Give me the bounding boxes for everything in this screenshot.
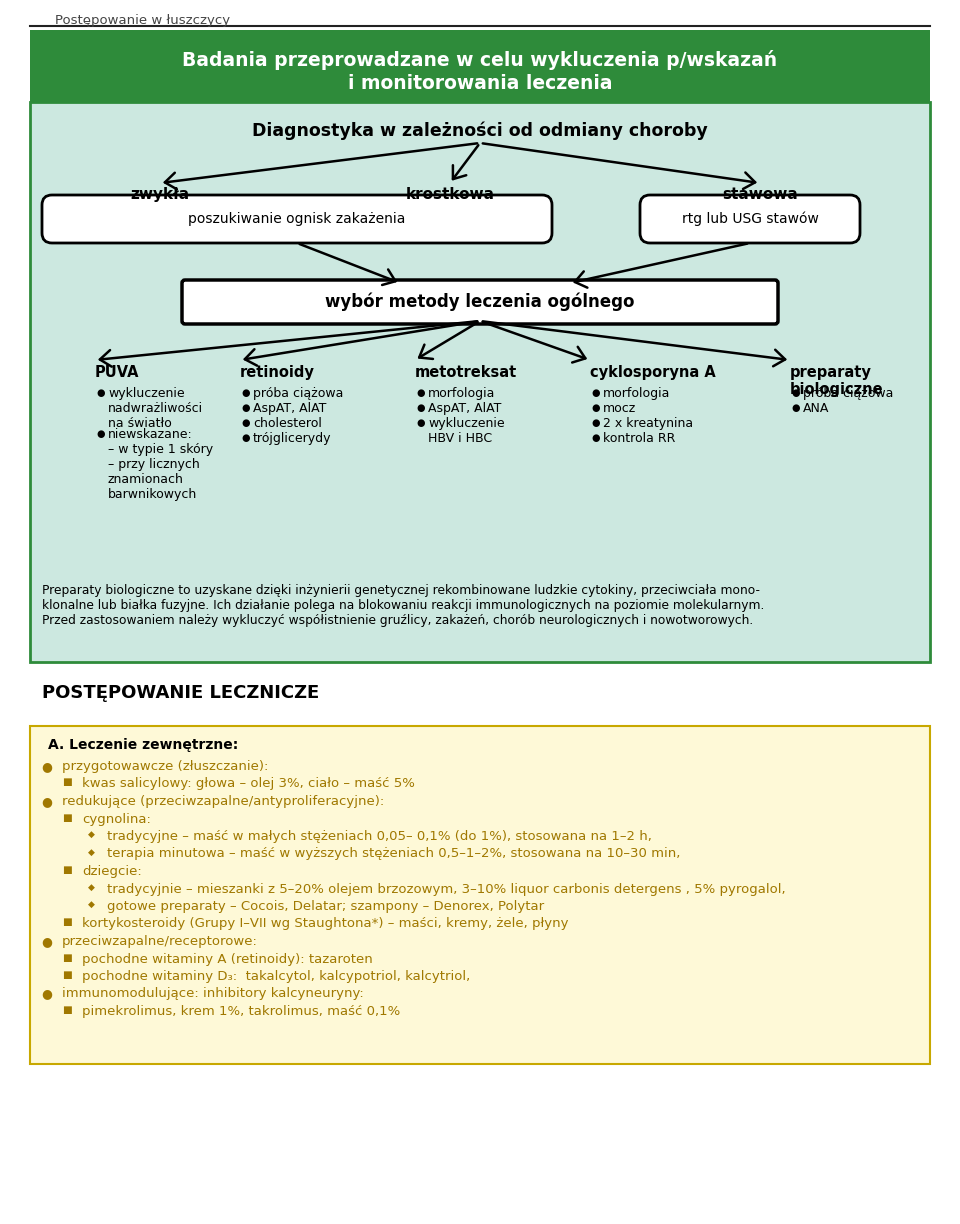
Text: próba ciążowa: próba ciążowa <box>803 387 894 400</box>
FancyBboxPatch shape <box>30 726 930 1064</box>
Text: ●: ● <box>97 388 105 398</box>
Text: AspAT, AlAT: AspAT, AlAT <box>428 401 501 415</box>
FancyBboxPatch shape <box>30 31 930 102</box>
Text: cholesterol: cholesterol <box>253 417 322 430</box>
Text: ●: ● <box>242 419 250 428</box>
Text: wykluczenie
nadwrażliwości
na światło: wykluczenie nadwrażliwości na światło <box>108 387 204 430</box>
Text: ●: ● <box>591 433 600 443</box>
Text: ■: ■ <box>62 969 72 980</box>
Text: ●: ● <box>591 388 600 398</box>
Text: ●: ● <box>97 428 105 439</box>
Text: tradycyjnie – mieszanki z 5–20% olejem brzozowym, 3–10% liquor carbonis detergen: tradycyjnie – mieszanki z 5–20% olejem b… <box>107 883 785 896</box>
Text: terapia minutowa – maść w wyższych stężeniach 0,5–1–2%, stosowana na 10–30 min,: terapia minutowa – maść w wyższych stęże… <box>107 847 681 860</box>
Text: ■: ■ <box>62 1005 72 1015</box>
Text: trójglicerydy: trójglicerydy <box>253 432 331 446</box>
Text: ■: ■ <box>62 865 72 875</box>
Text: redukujące (przeciwzapalne/antyproliferacyjne):: redukujące (przeciwzapalne/antyprolifera… <box>62 796 384 808</box>
Text: niewskazane:
– w typie 1 skóry
– przy licznych
znamionach
barwnikowych: niewskazane: – w typie 1 skóry – przy li… <box>108 428 213 501</box>
Text: ■: ■ <box>62 952 72 962</box>
Text: gotowe preparaty – Cocois, Delatar; szampony – Denorex, Polytar: gotowe preparaty – Cocois, Delatar; szam… <box>107 900 544 913</box>
Text: ■: ■ <box>62 777 72 787</box>
Text: próba ciążowa: próba ciążowa <box>253 387 344 400</box>
FancyBboxPatch shape <box>640 195 860 244</box>
FancyBboxPatch shape <box>30 102 930 662</box>
Text: ●: ● <box>242 388 250 398</box>
Text: ●: ● <box>791 403 800 412</box>
Text: ◆: ◆ <box>88 830 95 838</box>
Text: zwykła: zwykła <box>131 187 189 202</box>
Text: cyklosporyna A: cyklosporyna A <box>590 365 716 379</box>
Text: dziegcie:: dziegcie: <box>82 865 142 878</box>
FancyBboxPatch shape <box>42 195 552 244</box>
Text: ●: ● <box>417 403 425 412</box>
Text: ■: ■ <box>62 918 72 928</box>
Text: wykluczenie
HBV i HBC: wykluczenie HBV i HBC <box>428 417 505 446</box>
Text: ◆: ◆ <box>88 847 95 857</box>
Text: wybór metody leczenia ogólnego: wybór metody leczenia ogólnego <box>325 293 635 311</box>
Text: pochodne witaminy D₃:  takalcytol, kalcypotriol, kalcytriol,: pochodne witaminy D₃: takalcytol, kalcyp… <box>82 969 470 983</box>
FancyBboxPatch shape <box>182 280 778 324</box>
Text: ●: ● <box>417 419 425 428</box>
Text: metotreksat: metotreksat <box>415 365 517 379</box>
Text: pochodne witaminy A (retinoidy): tazaroten: pochodne witaminy A (retinoidy): tazarot… <box>82 952 372 966</box>
Text: poszukiwanie ognisk zakażenia: poszukiwanie ognisk zakażenia <box>188 212 406 226</box>
Text: Diagnostyka w zależności od odmiany choroby: Diagnostyka w zależności od odmiany chor… <box>252 122 708 141</box>
Text: POSTĘPOWANIE LECZNICZE: POSTĘPOWANIE LECZNICZE <box>42 684 320 703</box>
Text: ●: ● <box>41 796 52 808</box>
Text: Postępowanie w łuszczycy: Postępowanie w łuszczycy <box>55 13 230 27</box>
Text: ◆: ◆ <box>88 883 95 891</box>
Text: kontrola RR: kontrola RR <box>603 432 676 446</box>
Text: ●: ● <box>417 388 425 398</box>
Text: Badania przeprowadzane w celu wykluczenia p/wskazań: Badania przeprowadzane w celu wykluczeni… <box>182 50 778 70</box>
Text: ■: ■ <box>62 813 72 823</box>
Text: ANA: ANA <box>803 401 829 415</box>
Text: ◆: ◆ <box>88 900 95 909</box>
Text: pimekrolimus, krem 1%, takrolimus, maść 0,1%: pimekrolimus, krem 1%, takrolimus, maść … <box>82 1005 400 1018</box>
Text: mocz: mocz <box>603 401 636 415</box>
Text: cygnolina:: cygnolina: <box>82 813 151 825</box>
Text: A. Leczenie zewnętrzne:: A. Leczenie zewnętrzne: <box>48 738 238 752</box>
Text: AspAT, AlAT: AspAT, AlAT <box>253 401 326 415</box>
Text: i monitorowania leczenia: i monitorowania leczenia <box>348 73 612 93</box>
Text: kwas salicylowy: głowa – olej 3%, ciało – maść 5%: kwas salicylowy: głowa – olej 3%, ciało … <box>82 777 415 791</box>
Text: ●: ● <box>591 403 600 412</box>
Text: ●: ● <box>41 988 52 1000</box>
Text: przeciwzapalne/receptorowe:: przeciwzapalne/receptorowe: <box>62 935 258 949</box>
Text: Preparaty biologiczne to uzyskane dzięki inżynierii genetycznej rekombinowane lu: Preparaty biologiczne to uzyskane dzięki… <box>42 584 764 627</box>
Text: preparaty
biologiczne: preparaty biologiczne <box>790 365 883 398</box>
Text: kortykosteroidy (Grupy I–VII wg Staughtona*) – maści, kremy, żele, płyny: kortykosteroidy (Grupy I–VII wg Staughto… <box>82 918 568 930</box>
Text: krostkowa: krostkowa <box>405 187 494 202</box>
Text: ●: ● <box>591 419 600 428</box>
Text: ●: ● <box>242 433 250 443</box>
Text: stawowa: stawowa <box>722 187 798 202</box>
Text: morfologia: morfologia <box>603 387 670 400</box>
Text: morfologia: morfologia <box>428 387 495 400</box>
Text: przygotowawcze (złuszczanie):: przygotowawcze (złuszczanie): <box>62 760 269 774</box>
Text: retinoidy: retinoidy <box>240 365 315 379</box>
Text: ●: ● <box>41 760 52 774</box>
Text: rtg lub USG stawów: rtg lub USG stawów <box>682 212 819 226</box>
Text: tradycyjne – maść w małych stężeniach 0,05– 0,1% (do 1%), stosowana na 1–2 h,: tradycyjne – maść w małych stężeniach 0,… <box>107 830 652 843</box>
Text: ●: ● <box>791 388 800 398</box>
Text: PUVA: PUVA <box>95 365 139 379</box>
Text: 2 x kreatynina: 2 x kreatynina <box>603 417 693 430</box>
Text: ●: ● <box>242 403 250 412</box>
Text: immunomodulujące: inhibitory kalcyneuryny:: immunomodulujące: inhibitory kalcyneuryn… <box>62 988 364 1000</box>
Text: ●: ● <box>41 935 52 949</box>
